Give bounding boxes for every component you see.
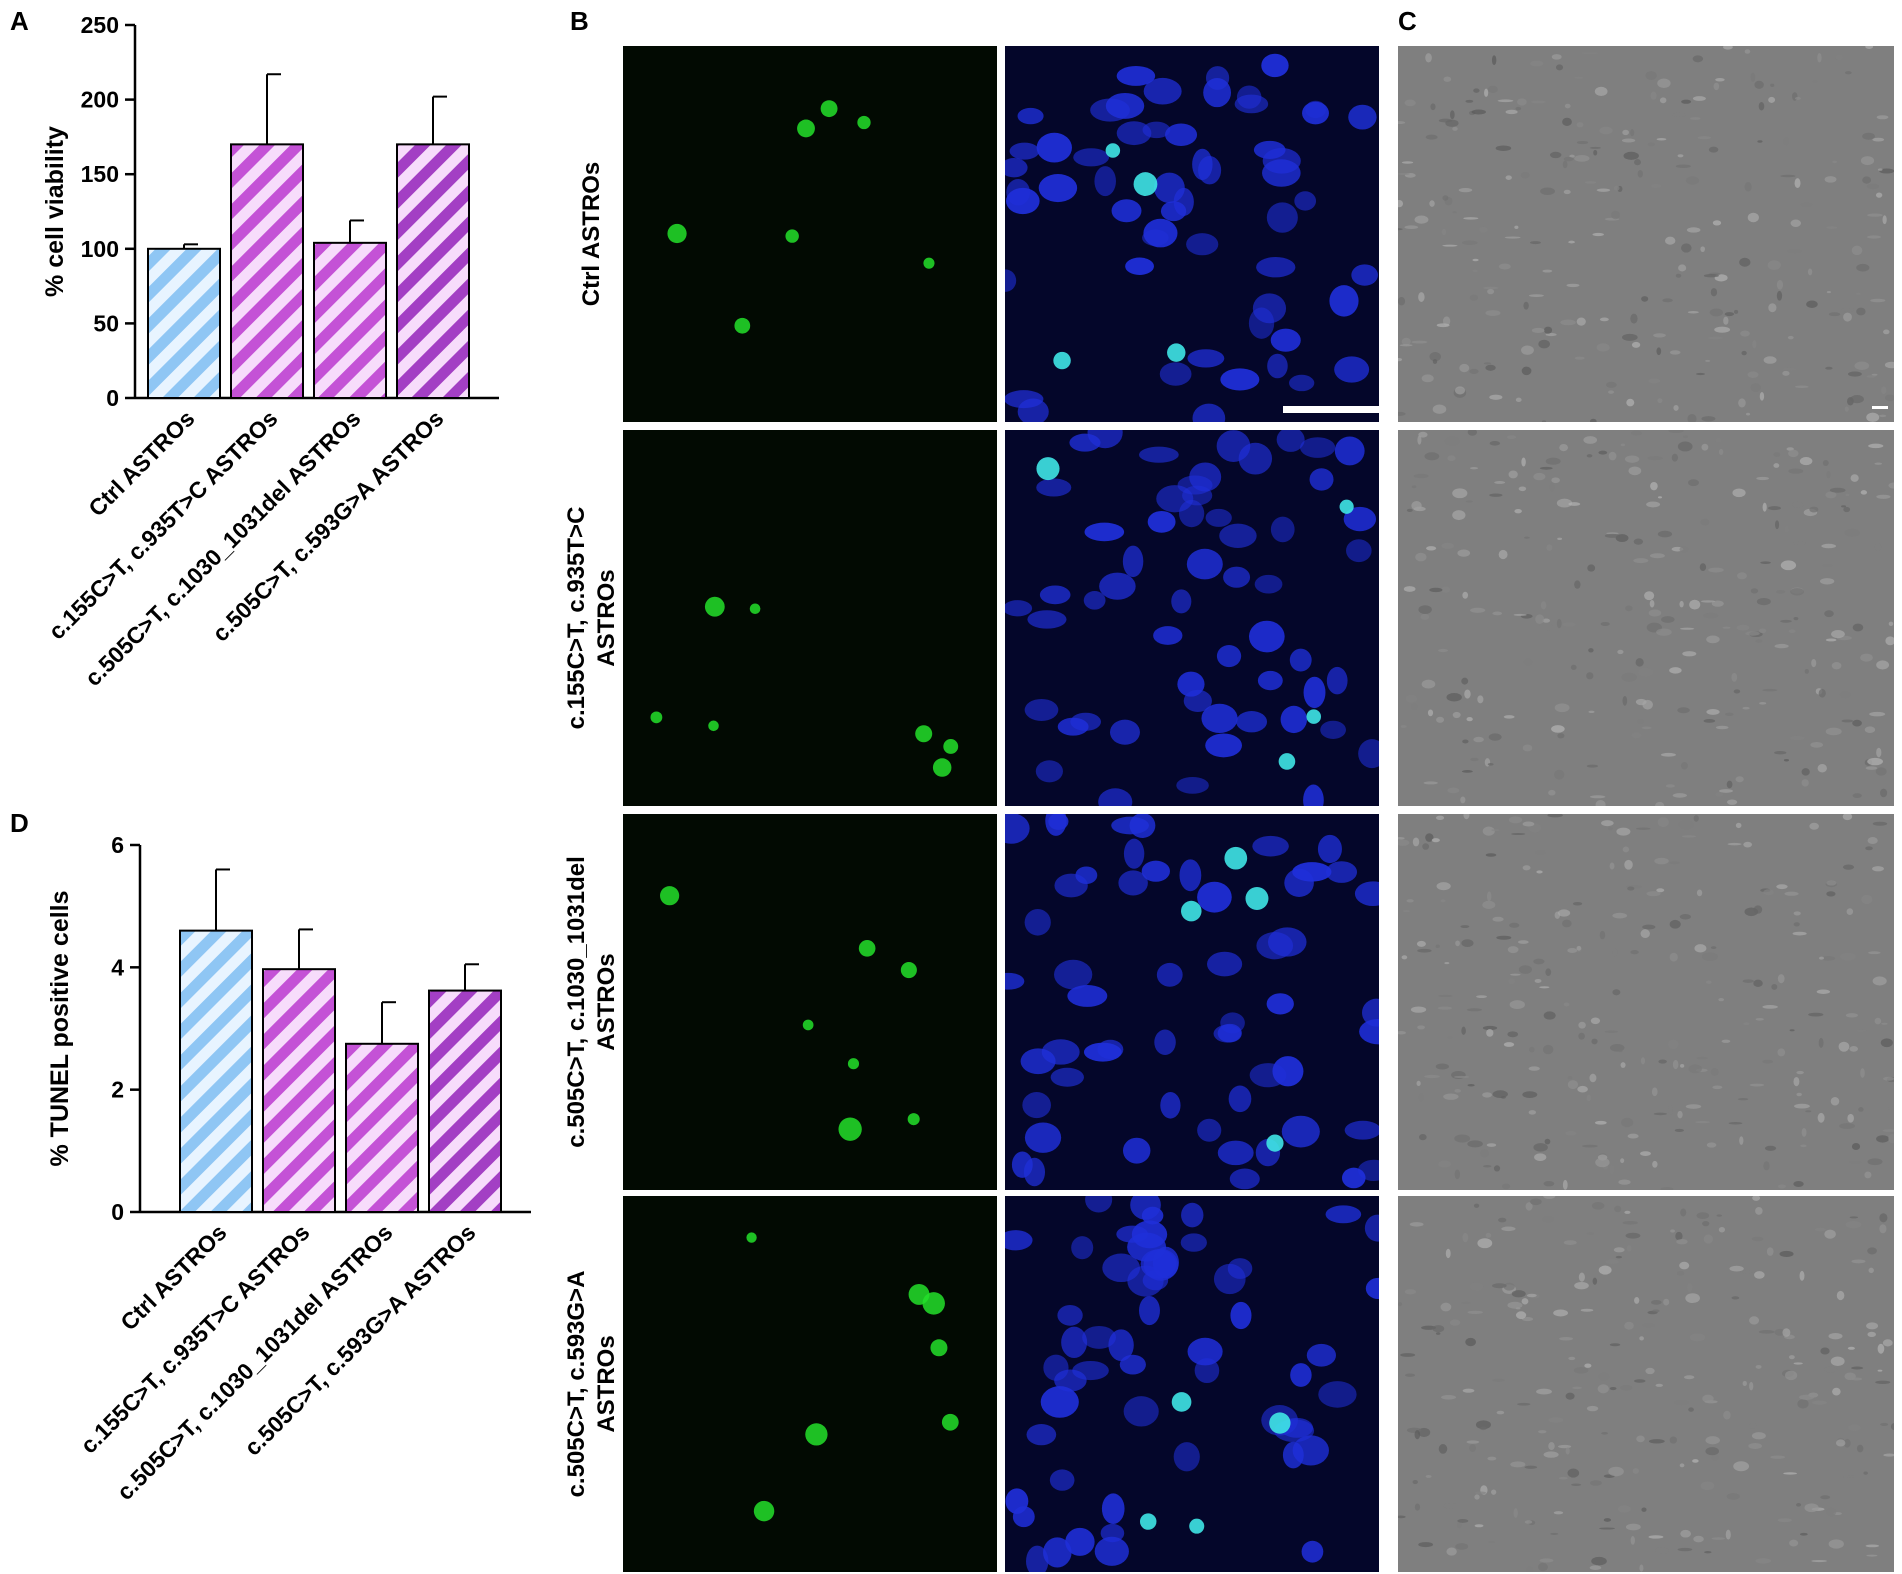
y-tick-label: 6 [111,832,124,858]
bar-2 [262,968,336,1213]
y-tick-label: 2 [111,1077,124,1103]
tunel-fitc-image-content [650,596,959,777]
y-tick-label: 50 [93,310,119,336]
tunel-dapi-merge-image-content [1005,430,1379,806]
bar-1 [179,929,253,1213]
row-label-line: ASTROs [593,1335,620,1433]
y-axis-label: % TUNEL positive cells [46,890,74,1166]
row-label-line: Ctrl ASTROs [578,161,605,307]
panel-label-a: A [10,6,29,36]
bar-3 [313,241,387,399]
tunel-fitc-image-content [746,1232,959,1522]
scale-bar [1283,406,1379,413]
tunel-fitc-image [623,430,997,806]
tunel-dapi-merge-image [1005,1196,1379,1572]
phase-contrast-image [1398,46,1894,422]
tunel-dapi-merge-image [1005,46,1379,422]
scale-bar [1872,406,1888,409]
phase-contrast-image [1398,430,1894,806]
y-tick-label: 150 [81,161,119,187]
row-label-line: ASTROs [593,953,620,1051]
phase-contrast-image [1398,1196,1894,1572]
y-tick-label: 200 [81,87,119,113]
tunel-dapi-merge-image-content [1005,1196,1379,1572]
phase-contrast-image-content [1398,814,1894,1190]
tunel-dapi-merge-image-content [1005,814,1379,1190]
phase-contrast-image [1398,814,1894,1190]
y-tick-label: 0 [106,385,119,411]
bar-4 [396,143,470,399]
y-axis-label: % cell viability [41,126,69,297]
panel-label-b: B [570,6,589,36]
tunel-fitc-image [623,814,997,1190]
row-label-line: ASTROs [593,569,620,667]
y-tick-label: 250 [81,12,119,38]
panel-label-d: D [10,808,29,838]
panel-label-c: C [1398,6,1417,36]
bar-3 [345,1042,419,1213]
tunel-dapi-merge-image [1005,430,1379,806]
y-tick-label: 4 [111,954,124,980]
row-label-line: c.505C>T, c.1030_1031del [563,856,590,1148]
tunel-fitc-image [623,46,997,422]
phase-contrast-image-content [1398,1196,1894,1572]
phase-contrast-image-content [1400,430,1894,806]
row-label-line: c.155C>T, c.935T>C [563,506,590,730]
tunel-fitc-image-content [660,886,920,1141]
bar-4 [428,989,502,1213]
bar-2 [230,143,304,399]
tunel-fitc-image [623,1196,997,1572]
y-tick-label: 100 [81,236,119,262]
tunel-fitc-image-content [667,100,935,334]
phase-contrast-image-content [1398,46,1894,422]
row-label-line: c.505C>T, c.593G>A [563,1270,590,1498]
bar-1 [147,247,221,399]
y-tick-label: 0 [111,1199,124,1225]
tunel-dapi-merge-image-content [1005,53,1379,422]
tunel-dapi-merge-image [1005,814,1379,1190]
